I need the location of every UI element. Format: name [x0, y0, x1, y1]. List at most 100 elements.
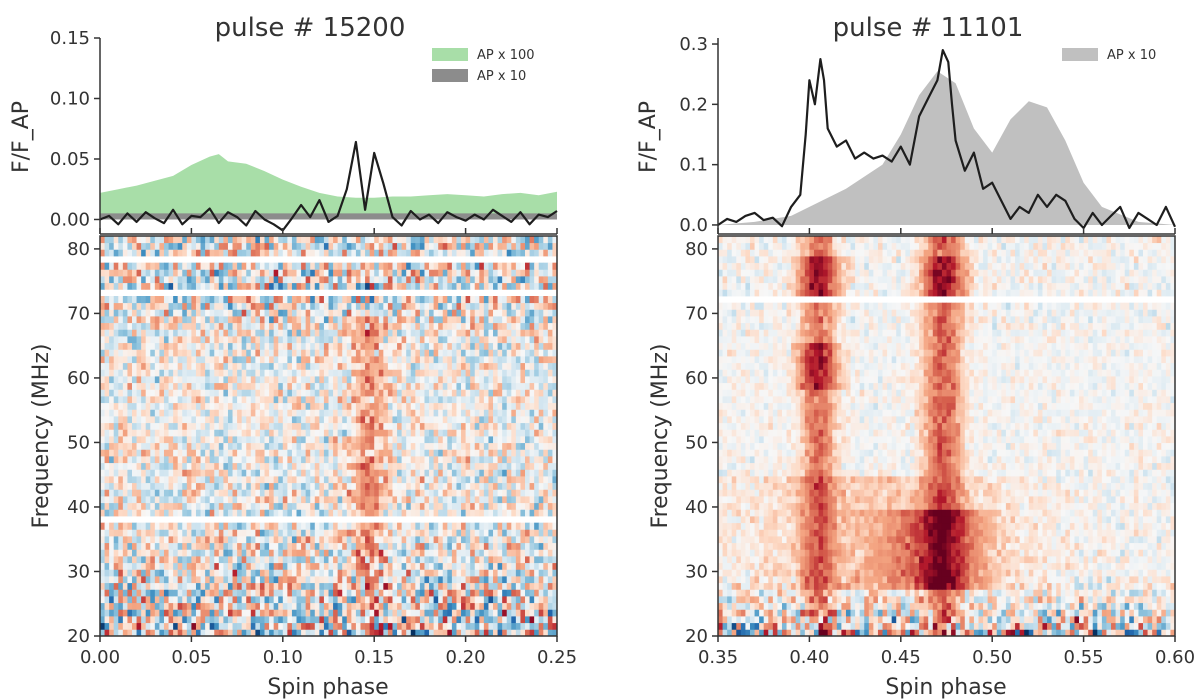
heatmap-cell: [255, 556, 261, 564]
heatmap-cell: [301, 429, 307, 437]
heatmap-cell: [255, 569, 261, 577]
heatmap-cell: [369, 509, 375, 517]
heatmap-cell: [154, 309, 160, 317]
heatmap-cell: [383, 502, 389, 510]
heatmap-cell: [195, 442, 201, 450]
heatmap-cell: [534, 549, 540, 557]
heatmap-cell: [456, 489, 462, 497]
heatmap-cell: [474, 496, 480, 504]
heatmap-cell: [419, 596, 425, 604]
heatmap-cell: [214, 336, 220, 344]
heatmap-cell: [401, 309, 407, 317]
heatmap-cell: [410, 449, 416, 457]
heatmap-cell: [255, 536, 261, 544]
heatmap-cell: [273, 429, 279, 437]
heatmap-cell: [502, 336, 508, 344]
heatmap-cell: [351, 302, 357, 310]
heatmap-cell: [241, 362, 247, 370]
heatmap-cell: [525, 336, 530, 344]
heatmap-cell: [191, 509, 197, 517]
heatmap-cell: [355, 596, 361, 604]
heatmap-cell: [291, 509, 297, 517]
heatmap-cell: [264, 402, 270, 410]
heatmap-cell: [392, 582, 398, 590]
heatmap-cell: [488, 316, 494, 324]
heatmap-cell: [205, 389, 211, 397]
heatmap-cell: [273, 529, 279, 537]
heatmap-cell: [282, 429, 288, 437]
heatmap-cell: [456, 482, 462, 490]
heatmap-cell: [264, 382, 270, 390]
heatmap-cell: [296, 389, 302, 397]
heatmap-cell: [122, 429, 128, 437]
ytick-label: 0.10: [50, 88, 90, 109]
heatmap-cell: [442, 436, 448, 444]
heatmap-cell: [351, 529, 357, 537]
heatmap-cell: [424, 489, 430, 497]
heatmap-cell: [456, 309, 462, 317]
heatmap-cell: [488, 356, 494, 364]
heatmap-cell: [323, 369, 329, 377]
heatmap-cell: [241, 409, 247, 417]
heatmap-cell: [401, 482, 407, 490]
heatmap-cell: [227, 502, 233, 510]
heatmap-cell: [141, 482, 147, 490]
heatmap-cell: [109, 589, 115, 597]
heatmap-cell: [479, 336, 485, 344]
heatmap-cell: [191, 309, 197, 317]
heatmap-cell: [456, 302, 462, 310]
heatmap-cell: [433, 622, 439, 630]
heatmap-cell: [145, 456, 151, 464]
heatmap-cell: [479, 376, 485, 384]
heatmap-cell: [406, 582, 412, 590]
heatmap-cell: [177, 622, 183, 630]
heatmap-cell: [250, 369, 256, 377]
heatmap-cell: [465, 596, 471, 604]
heatmap-cell: [419, 616, 425, 624]
heatmap-cell: [534, 476, 540, 484]
heatmap-cell: [177, 409, 183, 417]
heatmap-cell: [365, 422, 371, 430]
heatmap-cell: [287, 389, 293, 397]
heatmap-cell: [264, 436, 270, 444]
heatmap-cell: [474, 442, 480, 450]
heatmap-cell: [264, 489, 270, 497]
heatmap-cell: [145, 522, 151, 530]
heatmap-cell: [333, 356, 339, 364]
heatmap-cell: [314, 389, 320, 397]
heatmap-cell: [465, 336, 471, 344]
heatmap-cell: [273, 396, 279, 404]
heatmap-cell: [232, 509, 238, 517]
heatmap-cell: [383, 336, 389, 344]
heatmap-cell: [191, 349, 197, 357]
heatmap-cell: [145, 422, 151, 430]
heatmap-cell: [177, 562, 183, 570]
heatmap-cell: [515, 622, 521, 630]
heatmap-cell: [218, 309, 224, 317]
heatmap-cell: [141, 609, 147, 617]
heatmap-cell: [323, 302, 329, 310]
heatmap-cell: [232, 576, 238, 584]
heatmap-cell: [392, 436, 398, 444]
heatmap-cell: [397, 562, 403, 570]
heatmap-cell: [214, 502, 220, 510]
heatmap-cell: [250, 429, 256, 437]
heatmap-cell: [333, 629, 339, 637]
heatmap-cell: [415, 562, 421, 570]
heatmap-cell: [511, 309, 517, 317]
heatmap-cell: [214, 389, 220, 397]
heatmap-cell: [131, 316, 137, 324]
heatmap-cell: [214, 589, 220, 597]
heatmap-cell: [159, 476, 165, 484]
heatmap-cell: [259, 549, 265, 557]
heatmap-cell: [415, 429, 421, 437]
heatmap-cell: [278, 409, 284, 417]
heatmap-cell: [365, 376, 371, 384]
heatmap-cell: [141, 396, 147, 404]
heatmap-cell: [269, 582, 275, 590]
heatmap-cell: [433, 449, 439, 457]
heatmap-cell: [150, 302, 156, 310]
heatmap-cell: [282, 582, 288, 590]
heatmap-cell: [154, 342, 160, 350]
heatmap-cell: [118, 416, 124, 424]
